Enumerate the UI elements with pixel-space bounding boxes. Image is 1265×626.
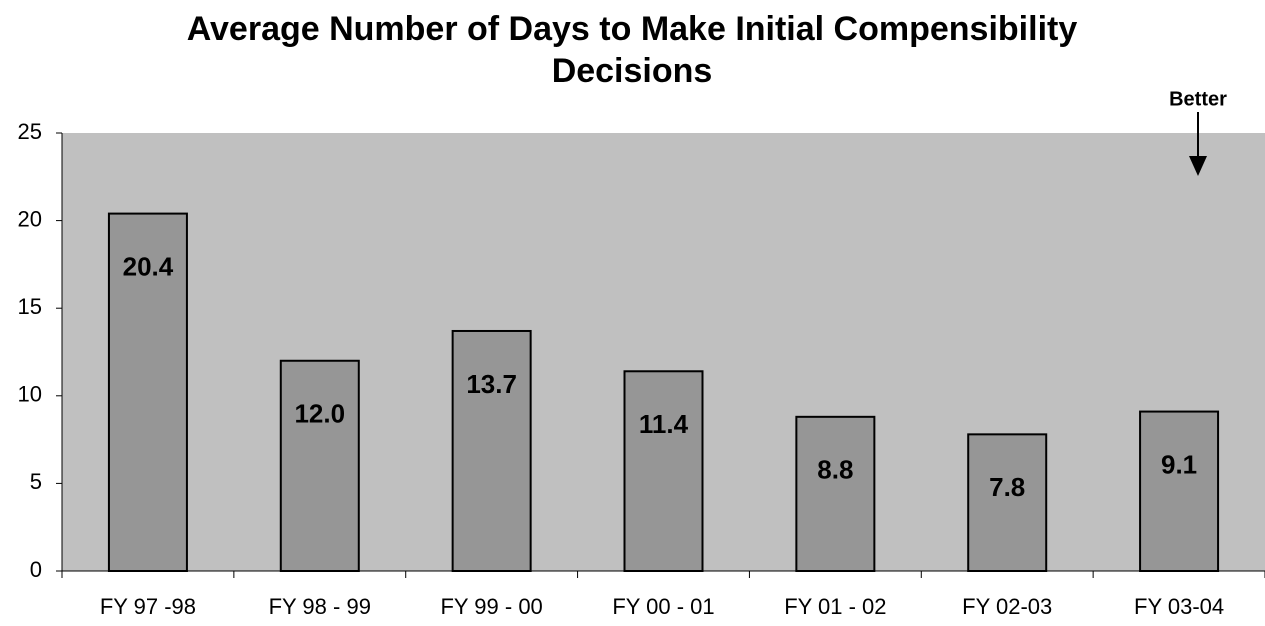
bar xyxy=(795,415,876,572)
arrow-head xyxy=(1189,156,1207,176)
x-tick-label: FY 98 - 99 xyxy=(269,594,371,619)
y-tick-label: 20 xyxy=(18,206,42,231)
bar xyxy=(107,212,188,572)
y-tick-label: 0 xyxy=(30,557,42,582)
value-label: 8.8 xyxy=(817,455,853,485)
x-tick-label: FY 03-04 xyxy=(1134,594,1224,619)
x-tick-label: FY 97 -98 xyxy=(100,594,196,619)
bar xyxy=(451,329,532,573)
y-tick-label: 25 xyxy=(18,119,42,144)
chart-title: Average Number of Days to Make Initial C… xyxy=(186,10,1078,90)
annotation: Better xyxy=(1169,88,1227,176)
y-tick-label: 15 xyxy=(18,294,42,319)
annotation-text: Better xyxy=(1169,88,1227,110)
value-label: 13.7 xyxy=(466,369,517,399)
value-label: 11.4 xyxy=(639,409,689,439)
y-tick-label: 10 xyxy=(18,382,42,407)
x-tick-label: FY 00 - 01 xyxy=(612,594,714,619)
value-label: 9.1 xyxy=(1161,449,1197,479)
x-tick-label: FY 01 - 02 xyxy=(784,594,886,619)
bar xyxy=(279,359,360,573)
x-tick-label: FY 02-03 xyxy=(962,594,1052,619)
y-tick-label: 5 xyxy=(30,469,42,494)
bar xyxy=(1139,410,1220,572)
value-label: 7.8 xyxy=(989,472,1025,502)
bar xyxy=(967,433,1048,572)
x-tick-label: FY 99 - 00 xyxy=(440,594,542,619)
bar xyxy=(623,370,704,572)
value-label: 20.4 xyxy=(123,251,174,281)
value-label: 12.0 xyxy=(294,399,345,429)
